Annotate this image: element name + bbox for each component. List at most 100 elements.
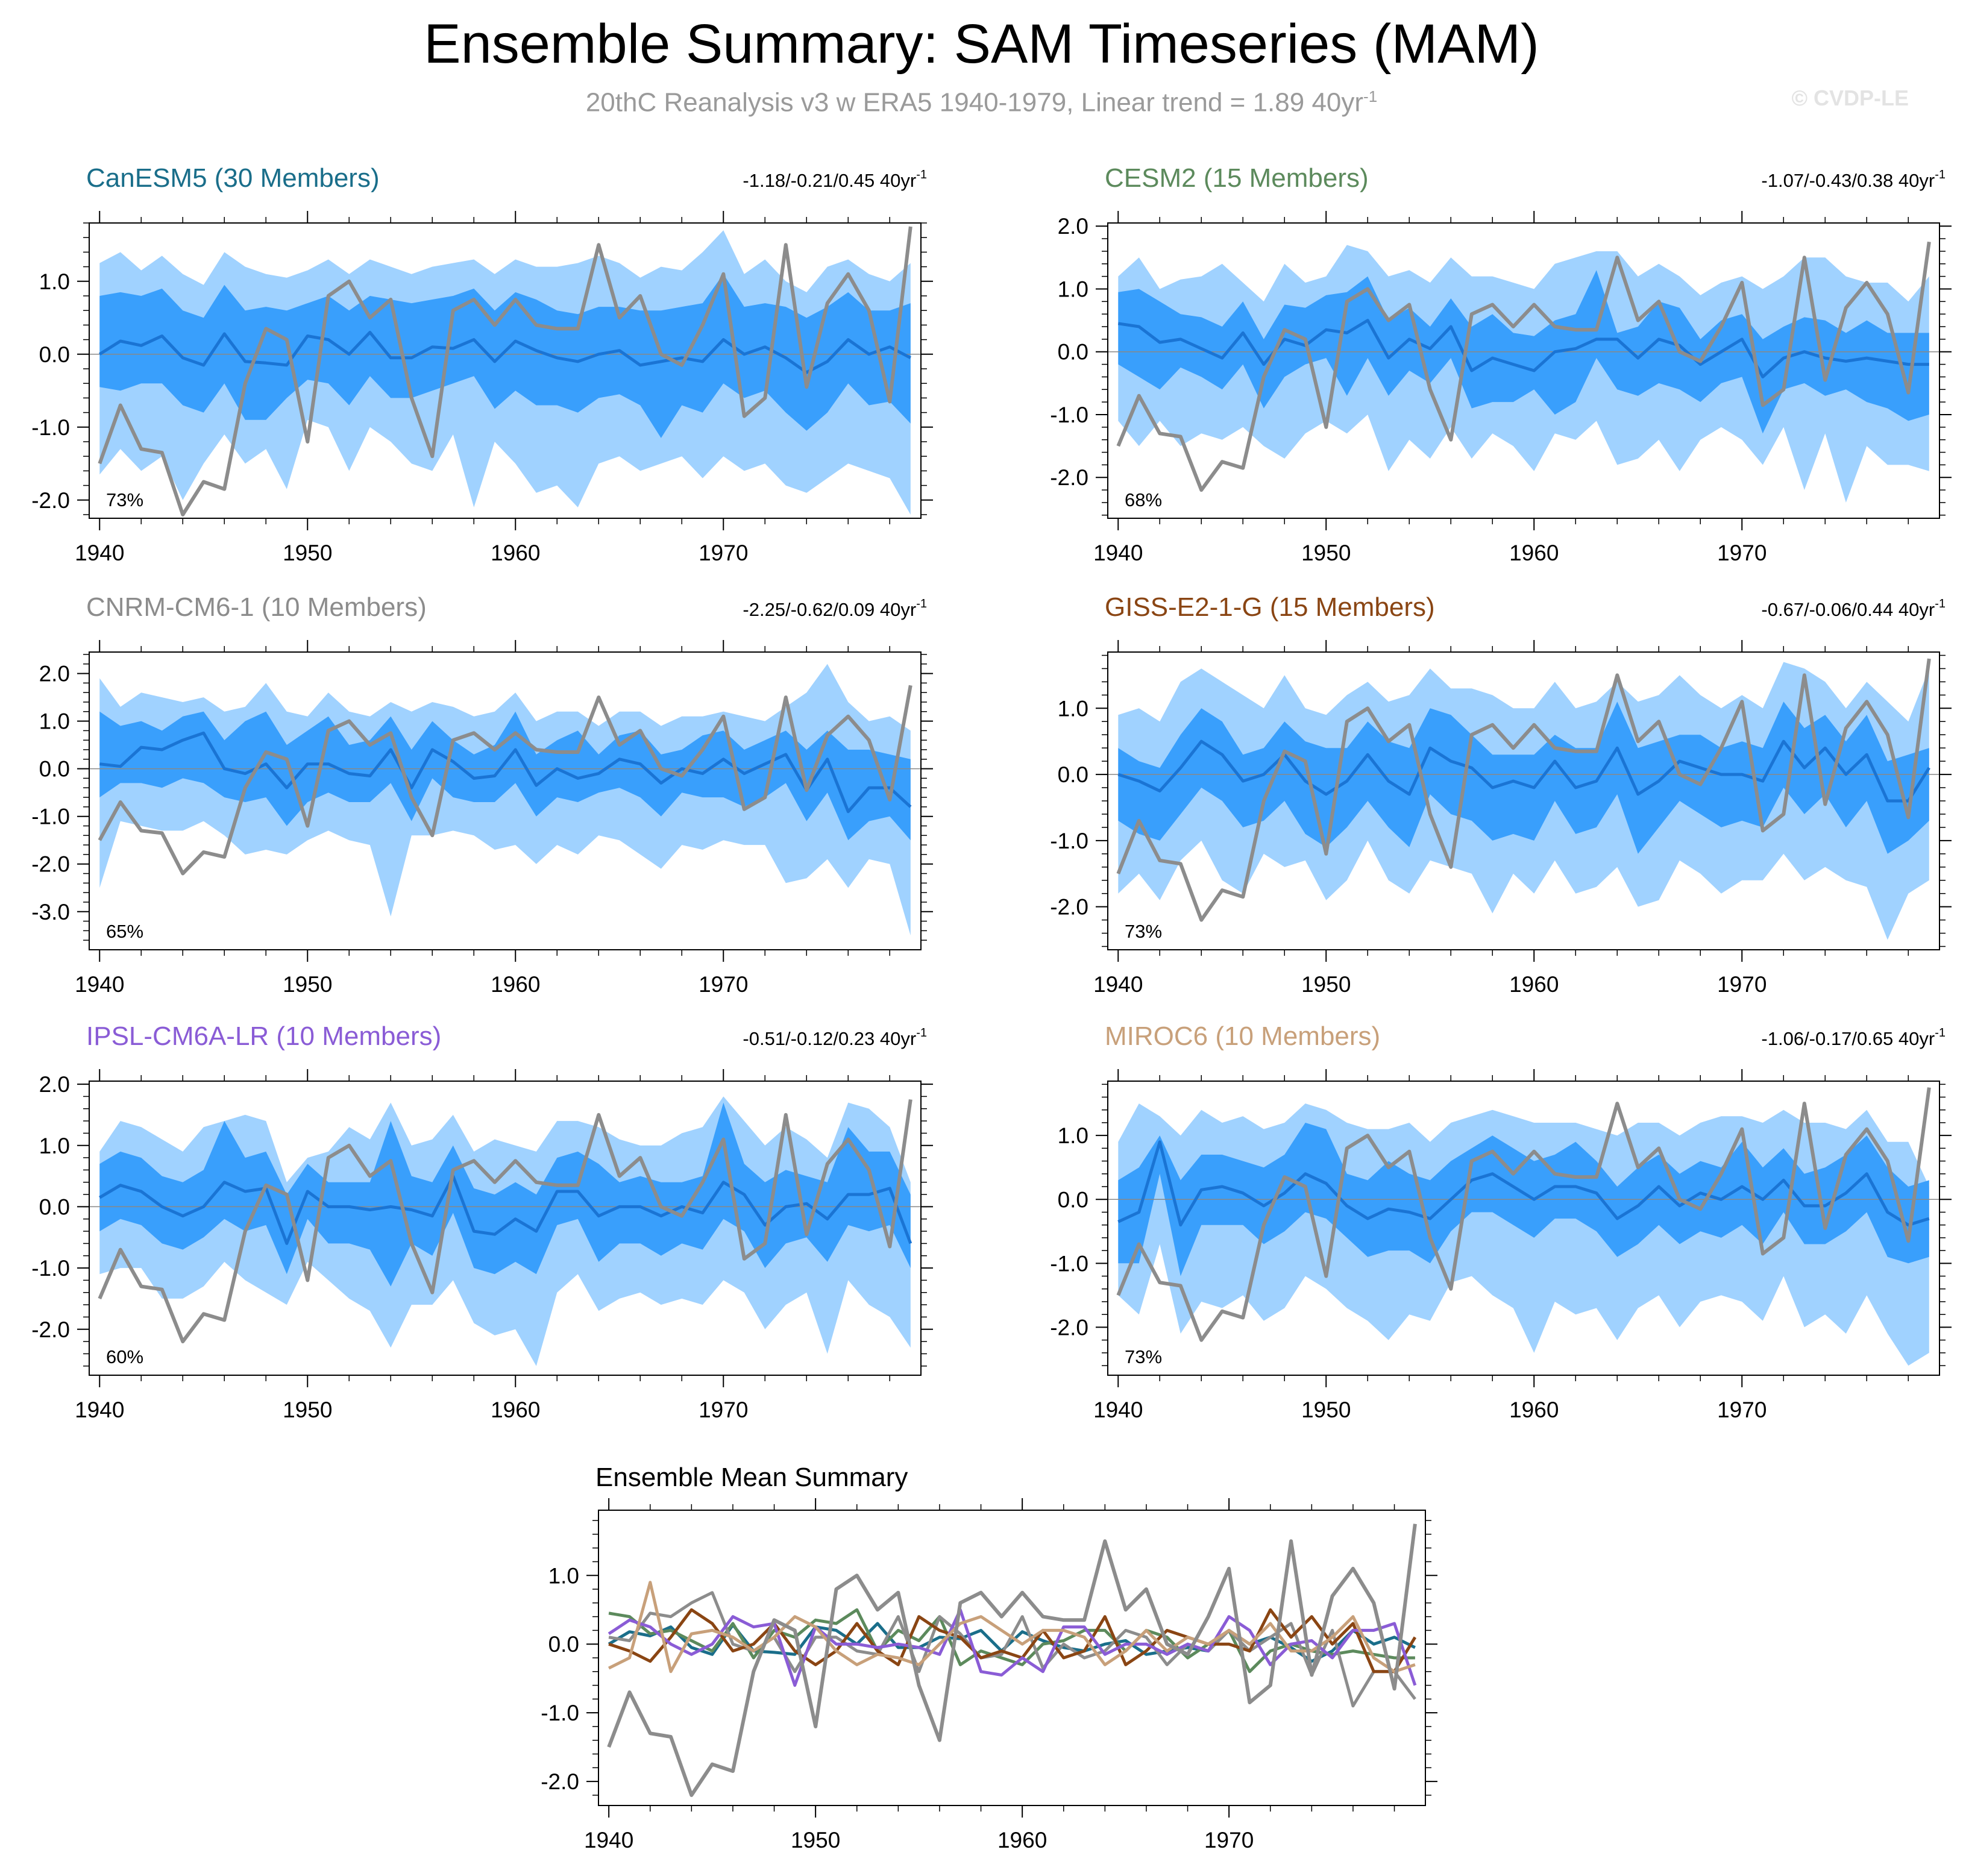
trend-range-exponent: -1 xyxy=(916,1026,927,1040)
spread-band-inner xyxy=(99,1102,911,1287)
y-tick-label: 1.0 xyxy=(39,709,70,734)
y-tick-label: -2.0 xyxy=(31,1317,70,1342)
plot-frame xyxy=(89,1081,922,1376)
x-tick-label: 1970 xyxy=(699,1398,748,1422)
plot-frame xyxy=(1107,222,1940,519)
y-tick-label: -1.0 xyxy=(1050,403,1088,427)
percent-label: 73% xyxy=(1125,921,1162,942)
observed-line xyxy=(98,685,912,876)
x-tick-label: 1940 xyxy=(1093,972,1143,997)
trend-range-exponent: -1 xyxy=(1935,168,1946,181)
y-tick-label: -2.0 xyxy=(541,1769,579,1794)
panel-title: CanESM5 (30 Members) xyxy=(86,163,380,193)
y-tick-label: -2.0 xyxy=(1050,1315,1088,1340)
y-tick-label: -1.0 xyxy=(31,1256,70,1281)
y-tick-label: -1.0 xyxy=(1050,829,1088,853)
trend-range-exponent: -1 xyxy=(916,597,927,610)
x-tick-label: 1960 xyxy=(491,972,540,997)
x-tick-label: 1960 xyxy=(997,1828,1047,1852)
x-tick-label: 1960 xyxy=(491,541,540,565)
y-tick-label: -2.0 xyxy=(31,852,70,877)
series-line xyxy=(608,1608,1415,1674)
x-tick-label: 1960 xyxy=(1509,1398,1559,1422)
spread-band-inner xyxy=(1118,701,1929,854)
x-tick-label: 1960 xyxy=(1509,541,1559,565)
x-tick-label: 1970 xyxy=(1717,1398,1767,1422)
x-tick-label: 1950 xyxy=(283,1398,332,1422)
x-tick-label: 1940 xyxy=(1093,541,1143,565)
spread-band-outer xyxy=(99,664,911,936)
y-tick-label: 1.0 xyxy=(39,1134,70,1158)
x-tick-label: 1970 xyxy=(1204,1828,1254,1852)
plot-frame xyxy=(89,651,922,950)
y-tick-label: 1.0 xyxy=(1058,696,1088,721)
x-tick-label: 1940 xyxy=(584,1828,633,1852)
x-tick-label: 1940 xyxy=(75,1398,124,1422)
y-tick-label: 0.0 xyxy=(1058,762,1088,787)
page-title: Ensemble Summary: SAM Timeseries (MAM) xyxy=(424,13,1539,75)
series-line xyxy=(608,1581,1416,1674)
ensemble-mean-line xyxy=(99,1175,912,1245)
observed-line xyxy=(98,1099,912,1344)
x-tick-label: 1950 xyxy=(283,541,332,565)
x-tick-label: 1940 xyxy=(75,972,124,997)
trend-range-label: -0.67/-0.06/0.44 40yr-1 xyxy=(1761,597,1946,620)
page-subtitle: 20thC Reanalysis v3 w ERA5 1940-1979, Li… xyxy=(0,80,1963,120)
trend-range-text: -0.67/-0.06/0.44 40yr xyxy=(1761,599,1935,620)
observed-line xyxy=(607,1523,1417,1797)
y-tick-label: -2.0 xyxy=(1050,465,1088,490)
trend-range-text: -1.18/-0.21/0.45 40yr xyxy=(743,170,916,191)
y-tick-label: -1.0 xyxy=(31,415,70,440)
y-tick-label: 0.0 xyxy=(39,342,70,367)
percent-label: 65% xyxy=(106,921,143,942)
ensemble-mean-line xyxy=(98,331,911,374)
x-tick-label: 1940 xyxy=(75,541,124,565)
y-tick-label: 0.0 xyxy=(1058,340,1088,365)
x-tick-label: 1940 xyxy=(1093,1398,1143,1422)
trend-range-text: -1.07/-0.43/0.38 40yr xyxy=(1761,170,1935,191)
plot-frame xyxy=(598,1510,1426,1806)
y-tick-label: 2.0 xyxy=(39,662,70,686)
y-tick-label: 0.0 xyxy=(39,1194,70,1219)
panel-title: Ensemble Mean Summary xyxy=(595,1463,908,1492)
plot-frame xyxy=(1107,1081,1940,1376)
trend-range-text: -2.25/-0.62/0.09 40yr xyxy=(743,599,916,620)
y-tick-label: -3.0 xyxy=(31,900,70,924)
trend-range-label: -0.51/-0.12/0.23 40yr-1 xyxy=(743,1026,927,1049)
observed-line xyxy=(98,226,912,516)
x-tick-label: 1970 xyxy=(699,541,748,565)
watermark: © CVDP-LE xyxy=(1791,86,1909,110)
y-tick-label: 2.0 xyxy=(39,1072,70,1097)
percent-label: 73% xyxy=(1125,1346,1162,1367)
y-tick-label: -1.0 xyxy=(541,1701,579,1725)
trend-range-exponent: -1 xyxy=(1935,1026,1946,1040)
series-line xyxy=(608,1608,1417,1687)
x-tick-label: 1950 xyxy=(1301,541,1351,565)
y-tick-label: -1.0 xyxy=(1050,1251,1088,1276)
trend-range-label: -2.25/-0.62/0.09 40yr-1 xyxy=(743,597,927,620)
panel-title: MIROC6 (10 Members) xyxy=(1105,1021,1380,1051)
y-tick-label: 0.0 xyxy=(1058,1187,1088,1212)
x-tick-label: 1970 xyxy=(699,972,748,997)
y-tick-label: 1.0 xyxy=(39,269,70,294)
y-tick-label: 1.0 xyxy=(1058,277,1088,301)
panel-title: CESM2 (15 Members) xyxy=(1105,163,1369,193)
trend-range-text: -0.51/-0.12/0.23 40yr xyxy=(743,1028,916,1049)
trend-range-exponent: -1 xyxy=(916,168,927,181)
panel-title: IPSL-CM6A-LR (10 Members) xyxy=(86,1021,441,1051)
percent-label: 60% xyxy=(106,1346,143,1367)
y-tick-label: 1.0 xyxy=(1058,1123,1088,1148)
ensemble-mean-line xyxy=(1117,1140,1930,1227)
y-tick-label: 0.0 xyxy=(39,757,70,782)
panel-title: CNRM-CM6-1 (10 Members) xyxy=(86,592,427,622)
trend-range-text: -1.06/-0.17/0.65 40yr xyxy=(1761,1028,1935,1049)
observed-line xyxy=(1116,1087,1931,1342)
percent-label: 73% xyxy=(106,489,143,510)
subtitle-text: 20thC Reanalysis v3 w ERA5 1940-1979, Li… xyxy=(585,87,1364,118)
y-tick-label: 1.0 xyxy=(548,1563,579,1588)
ensemble-mean-line xyxy=(99,731,912,814)
trend-range-label: -1.18/-0.21/0.45 40yr-1 xyxy=(743,168,927,191)
x-tick-label: 1950 xyxy=(791,1828,840,1852)
